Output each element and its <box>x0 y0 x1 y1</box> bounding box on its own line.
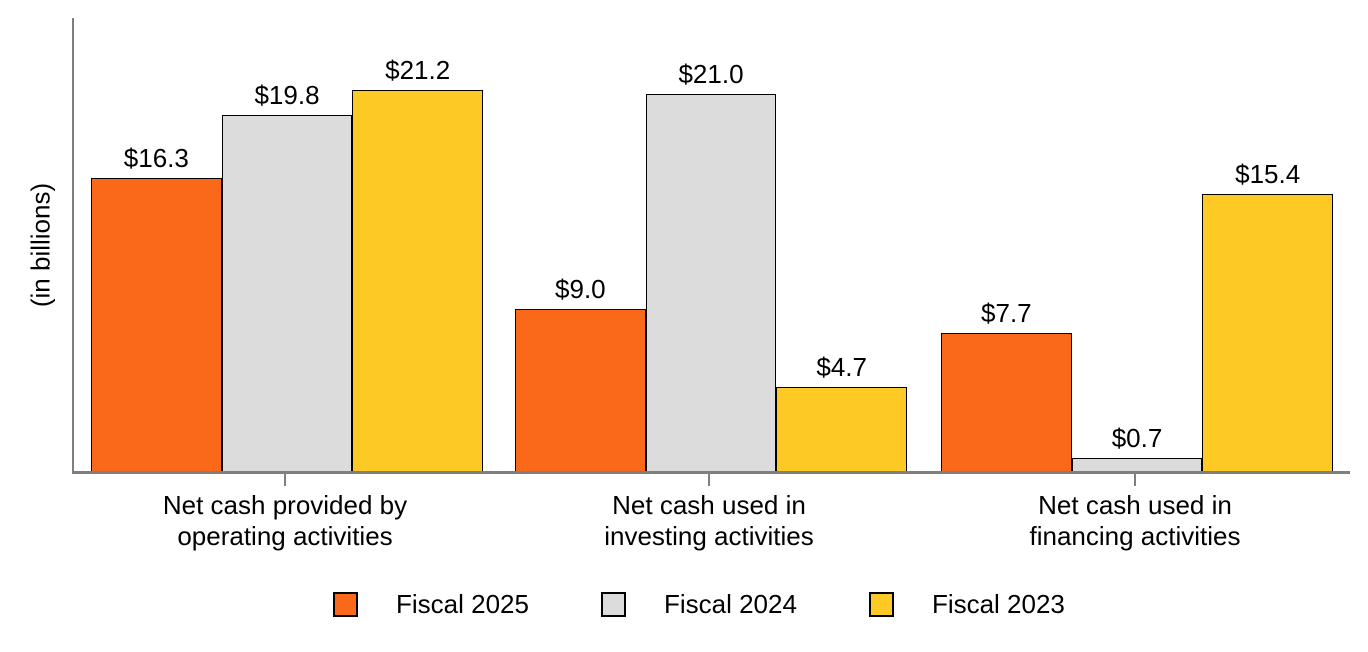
bar-value-label: $19.8 <box>254 80 320 111</box>
bar-rect <box>645 93 777 471</box>
bar-group: $9.0 $21.0 $4.7 <box>515 18 908 471</box>
bar-rect <box>515 309 646 471</box>
bar-group: $16.3 $19.8 $21.2 <box>91 18 484 471</box>
x-axis-category-line: Net cash used in <box>1038 490 1232 520</box>
bar-fiscal-2024: $19.8 <box>221 80 353 471</box>
bar-fiscal-2024: $21.0 <box>645 58 777 471</box>
x-axis-category-line: financing activities <box>1029 521 1241 551</box>
x-axis-category-line: Net cash provided by <box>162 490 408 520</box>
bar-rect <box>1071 458 1203 471</box>
bar-rect <box>1202 194 1334 471</box>
bar-value-label: $7.7 <box>981 297 1032 328</box>
legend-swatch <box>868 592 894 617</box>
legend-label: Fiscal 2024 <box>663 589 797 619</box>
bar-fiscal-2025: $7.7 <box>941 298 1072 471</box>
x-axis-category-line: Net cash used in <box>612 490 806 520</box>
bar-rect <box>941 332 1072 471</box>
bar-fiscal-2023: $15.4 <box>1202 159 1334 471</box>
x-axis-category-label: Net cash used in financing activities <box>915 490 1355 552</box>
legend-swatch <box>600 592 626 617</box>
bar-rect <box>221 115 353 471</box>
bar-group: $7.7 $0.7 $15.4 <box>941 18 1334 471</box>
x-axis-tick <box>708 474 710 486</box>
bar-value-label: $9.0 <box>555 274 606 305</box>
bar-rect <box>91 178 222 471</box>
legend-item: Fiscal 2025 <box>333 589 529 620</box>
legend-swatch <box>333 592 358 617</box>
bar-rect <box>776 386 908 471</box>
legend-item: Fiscal 2023 <box>868 589 1065 620</box>
bar-fiscal-2025: $16.3 <box>91 143 222 471</box>
legend: Fiscal 2025 Fiscal 2024 Fiscal 2023 <box>333 589 1065 620</box>
bar-value-label: $0.7 <box>1111 423 1163 454</box>
bar-fiscal-2023: $21.2 <box>352 54 484 471</box>
x-axis-line <box>72 471 1350 474</box>
bar-rect <box>352 89 484 471</box>
bar-value-label: $21.0 <box>678 58 744 89</box>
y-axis-line <box>72 18 74 474</box>
x-axis-tick <box>284 474 286 486</box>
bar-fiscal-2025: $9.0 <box>515 274 646 471</box>
bar-value-label: $4.7 <box>816 351 867 382</box>
x-axis-category-label: Net cash used in investing activities <box>489 490 929 552</box>
bar-value-label: $16.3 <box>123 143 189 173</box>
plot-area: $16.3 $19.8 $21.2 $9.0 $21.0 $4.7 $7.7 $0.7 $15.… <box>74 18 1350 471</box>
x-axis-category-line: operating activities <box>177 521 393 551</box>
x-axis-tick <box>1134 474 1136 486</box>
bar-value-label: $15.4 <box>1235 159 1301 190</box>
x-axis-category-label: Net cash provided by operating activities <box>65 490 505 552</box>
legend-label: Fiscal 2023 <box>931 589 1065 619</box>
y-axis-label: (in billions) <box>25 182 56 308</box>
bar-fiscal-2024: $0.7 <box>1071 423 1203 471</box>
legend-item: Fiscal 2024 <box>600 589 797 620</box>
bar-value-label: $21.2 <box>385 54 451 85</box>
x-axis-category-line: investing activities <box>604 521 814 551</box>
bar-fiscal-2023: $4.7 <box>776 351 908 471</box>
legend-label: Fiscal 2025 <box>396 589 529 619</box>
